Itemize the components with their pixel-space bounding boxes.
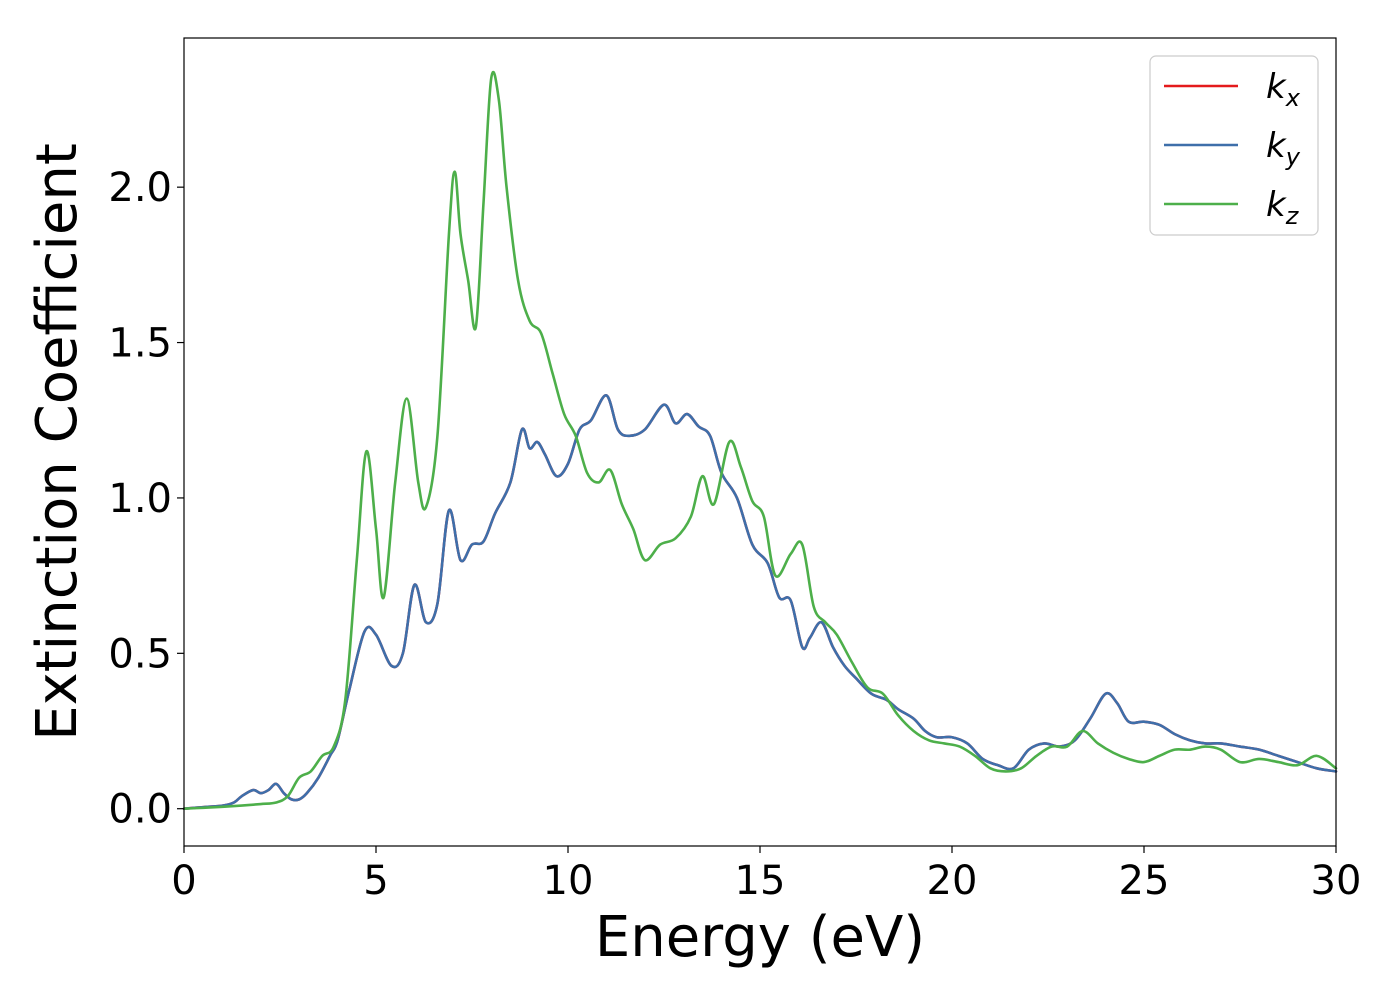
x-tick-label: 15 [735,858,786,904]
series-line-ky [182,394,1338,811]
x-tick-label: 25 [1119,858,1170,904]
series-line-kz [182,70,1338,811]
x-tick-label: 30 [1311,858,1362,904]
x-tick-label: 0 [171,858,196,904]
y-tick-label: 0.5 [108,631,172,677]
x-tick-label: 5 [363,858,388,904]
legend-label-kz: kz [1266,185,1300,230]
x-tick-label: 20 [927,858,978,904]
y-tick-label: 1.0 [108,476,172,522]
y-tick-label: 0.0 [108,787,172,833]
series-line-kx [182,394,1338,811]
x-axis-title: Energy (eV) [595,905,925,970]
y-tick-label: 2.0 [108,165,172,211]
legend: kx ky kz [1149,55,1319,236]
plot-lines [182,70,1338,811]
x-tick-label: 10 [543,858,594,904]
legend-label-ky: ky [1266,126,1301,171]
y-tick-label: 1.5 [108,321,172,367]
legend-label-kx: kx [1266,67,1301,112]
y-axis-title: Extinction Coefficient [25,143,90,741]
y-axis-ticks: 0.0 0.5 1.0 1.5 2.0 [108,165,184,833]
x-axis-ticks: 0 5 10 15 20 25 30 [171,846,1361,904]
